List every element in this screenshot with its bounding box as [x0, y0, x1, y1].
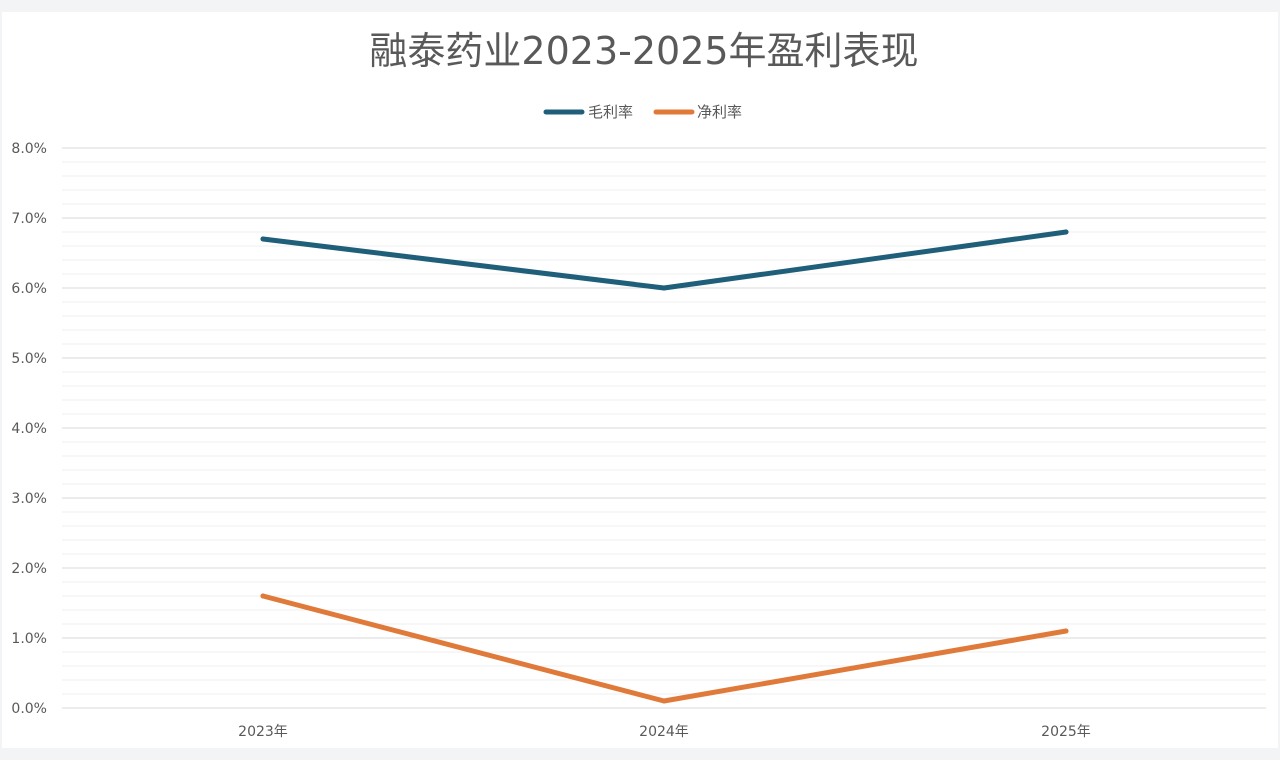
data-point-gross-margin: [260, 236, 266, 242]
legend-label-net-margin: 净利率: [697, 103, 742, 121]
data-point-net-margin: [260, 593, 266, 599]
series-lines: [260, 229, 1069, 704]
gridlines: [62, 147, 1266, 709]
y-tick-label: 4.0%: [11, 421, 47, 437]
chart-frame: [2, 12, 1278, 748]
data-point-net-margin: [1063, 628, 1069, 634]
data-point-gross-margin: [1063, 229, 1069, 235]
data-point-gross-margin: [661, 285, 667, 291]
legend: 毛利率 净利率: [543, 103, 742, 121]
y-tick-label: 0.0%: [11, 701, 47, 717]
legend-label-gross-margin: 毛利率: [588, 103, 633, 121]
y-tick-label: 2.0%: [11, 561, 47, 577]
y-tick-label: 1.0%: [11, 631, 47, 647]
x-tick-label: 2023年: [238, 724, 288, 740]
legend-entry-net-margin: 净利率: [653, 103, 742, 121]
data-point-net-margin: [661, 698, 667, 704]
legend-entry-gross-margin: 毛利率: [543, 103, 633, 121]
series-line-net-margin: [260, 593, 1069, 704]
y-tick-label: 7.0%: [11, 211, 47, 227]
y-tick-label: 8.0%: [11, 141, 47, 157]
x-axis-ticks: 2023年 2024年 2025年: [238, 724, 1091, 740]
x-tick-label: 2025年: [1041, 724, 1091, 740]
chart-title: 融泰药业2023-2025年盈利表现: [369, 29, 918, 73]
y-tick-label: 5.0%: [11, 351, 47, 367]
x-tick-label: 2024年: [639, 724, 689, 740]
y-axis-ticks: 0.0% 1.0% 2.0% 3.0% 4.0% 5.0% 6.0% 7.0% 8.0%: [11, 141, 47, 717]
y-tick-label: 6.0%: [11, 281, 47, 297]
y-tick-label: 3.0%: [11, 491, 47, 507]
